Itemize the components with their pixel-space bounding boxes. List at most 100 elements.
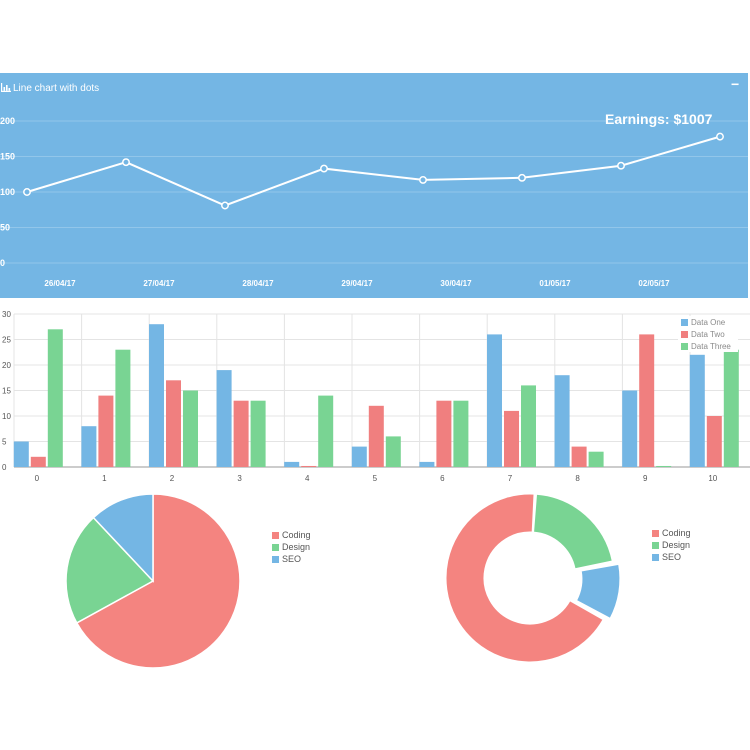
legend-swatch <box>681 318 688 326</box>
bar <box>706 416 722 467</box>
bar <box>284 461 300 467</box>
x-tick-label: 0 <box>35 474 40 483</box>
x-tick-label: 1 <box>102 474 107 483</box>
bar <box>13 441 29 467</box>
x-tick-label: 9 <box>643 474 648 483</box>
panel-title: Line chart with dots <box>13 83 100 94</box>
bar-chart-icon <box>1 83 11 92</box>
legend-label: Data Three <box>691 341 731 351</box>
bar <box>81 426 97 467</box>
legend-swatch <box>652 541 659 549</box>
x-tick-label: 29/04/17 <box>341 279 373 288</box>
legend-label: SEO <box>282 554 302 564</box>
bar <box>368 405 384 467</box>
legend-item[interactable]: Data Three <box>678 340 738 352</box>
bar <box>318 395 334 467</box>
donut-legend: Coding Design SEO <box>652 527 691 563</box>
bar <box>385 436 401 467</box>
x-tick-label: 2 <box>170 474 175 483</box>
bar <box>656 465 672 467</box>
x-tick-label: 7 <box>508 474 513 483</box>
bar <box>351 446 367 467</box>
legend-label: SEO <box>662 552 682 562</box>
bar <box>216 370 232 467</box>
y-tick-label: 15 <box>2 387 11 396</box>
y-tick-label: 150 <box>0 152 15 162</box>
bar <box>436 400 452 467</box>
legend-swatch <box>681 330 688 338</box>
legend-item[interactable]: SEO <box>652 551 691 563</box>
bar <box>166 380 181 467</box>
bar <box>521 385 536 467</box>
y-tick-label: 200 <box>0 116 15 126</box>
bar <box>30 456 46 467</box>
bar <box>622 390 638 467</box>
x-tick-label: 3 <box>237 474 242 483</box>
legend-item[interactable]: Data Two <box>678 328 738 340</box>
legend-swatch <box>681 342 688 350</box>
legend-item[interactable]: Coding <box>272 529 311 541</box>
pie-slice <box>65 516 155 624</box>
bar <box>571 446 587 467</box>
y-tick-label: 0 <box>0 258 5 268</box>
bar <box>233 400 249 467</box>
y-tick-label: 50 <box>0 223 10 233</box>
legend-label: Design <box>662 540 691 550</box>
y-tick-label: 25 <box>2 336 11 345</box>
x-tick-label: 10 <box>708 474 717 483</box>
pie-slice <box>92 493 154 583</box>
x-tick-label: 6 <box>440 474 445 483</box>
legend-swatch <box>272 531 279 539</box>
bar <box>98 395 114 467</box>
series-line <box>26 135 721 207</box>
pie-legend: Coding Design SEO <box>272 529 311 565</box>
bar <box>419 461 435 467</box>
legend-label: Coding <box>282 530 311 540</box>
donut-slice <box>533 493 613 570</box>
legend-item[interactable]: Coding <box>652 527 691 539</box>
bar <box>504 410 519 467</box>
earnings-label: Earnings: $1007 <box>605 111 713 127</box>
x-tick-label: 27/04/17 <box>143 279 175 288</box>
data-point <box>122 158 130 167</box>
legend-item[interactable]: Data One <box>678 316 738 328</box>
legend-item[interactable]: SEO <box>272 553 311 565</box>
bar <box>689 354 705 467</box>
x-tick-label: 8 <box>575 474 580 483</box>
bar <box>47 329 63 467</box>
data-point <box>617 161 625 170</box>
bar <box>723 349 739 467</box>
data-point <box>518 173 526 182</box>
y-tick-label: 0 <box>2 463 7 472</box>
y-tick-label: 30 <box>2 310 11 319</box>
bar <box>115 349 131 467</box>
x-tick-label: 26/04/17 <box>44 279 76 288</box>
bar <box>588 451 604 467</box>
legend-item[interactable]: Design <box>272 541 311 553</box>
legend-swatch <box>652 553 659 561</box>
bar <box>250 400 266 467</box>
bar <box>453 400 469 467</box>
legend-swatch <box>652 529 659 537</box>
x-tick-label: 28/04/17 <box>242 279 274 288</box>
legend-item[interactable]: Design <box>652 539 691 551</box>
legend-label: Coding <box>662 528 691 538</box>
donut-slice <box>575 563 621 619</box>
bar <box>301 465 317 467</box>
bar-legend: Data One Data Two Data Three <box>678 316 738 352</box>
data-point <box>221 201 229 210</box>
x-tick-label: 4 <box>305 474 310 483</box>
legend-label: Design <box>282 542 311 552</box>
bar <box>639 334 655 467</box>
bar <box>487 334 502 467</box>
bar <box>554 375 570 467</box>
line-chart-panel <box>0 73 748 298</box>
bar <box>183 390 198 467</box>
x-tick-label: 01/05/17 <box>539 279 571 288</box>
y-tick-label: 5 <box>2 438 7 447</box>
legend-label: Data Two <box>691 329 725 339</box>
pie-slice <box>75 493 241 669</box>
collapse-button[interactable]: − <box>731 76 740 92</box>
data-point <box>320 164 328 173</box>
